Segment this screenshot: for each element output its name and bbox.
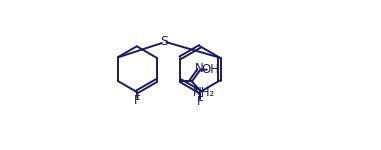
Text: OH: OH (202, 63, 220, 76)
Text: S: S (160, 35, 168, 48)
Text: NH₂: NH₂ (192, 86, 215, 99)
Text: F: F (134, 94, 141, 107)
Text: F: F (197, 95, 203, 108)
Text: N: N (195, 62, 204, 75)
